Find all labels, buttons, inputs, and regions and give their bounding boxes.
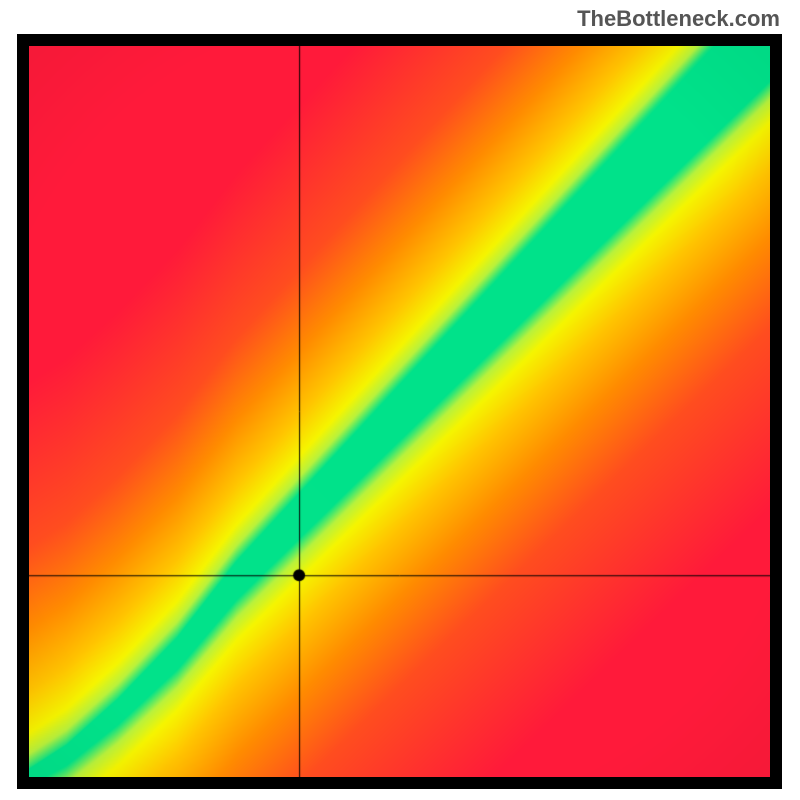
page-container: TheBottleneck.com <box>0 0 800 800</box>
attribution-text: TheBottleneck.com <box>577 6 780 32</box>
chart-outer-frame <box>17 34 782 789</box>
chart-plot-area <box>29 46 770 777</box>
bottleneck-heatmap-canvas <box>29 46 770 777</box>
